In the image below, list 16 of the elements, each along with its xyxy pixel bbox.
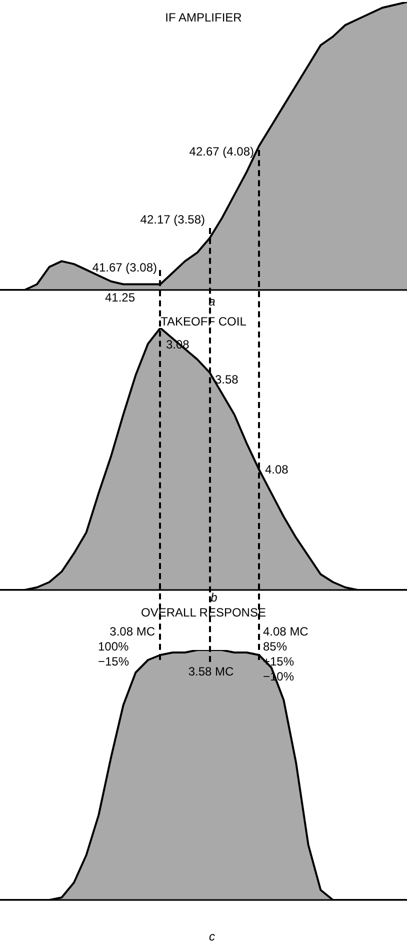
chart-title: OVERALL RESPONSE (141, 605, 266, 620)
text: 41.25 (104, 290, 136, 304)
annotation: 4.08 (265, 462, 289, 476)
annotation: 85% (263, 639, 288, 654)
annotation: 42.67 (4.08) (189, 144, 254, 158)
annotation: 100% (98, 639, 130, 654)
text: 3.08 MC (110, 624, 156, 638)
annotation: 3.58 MC (188, 664, 234, 678)
annotation: −15% (98, 654, 130, 668)
text: 4.08 MC (263, 624, 309, 638)
text: b (210, 590, 218, 604)
annotation: 41.67 (3.08) (92, 260, 157, 274)
annotation: 3.58 (215, 372, 239, 386)
text: c (209, 929, 215, 944)
annotation: 42.17 (3.58) (140, 212, 205, 226)
text: IF AMPLIFIER (165, 10, 242, 24)
